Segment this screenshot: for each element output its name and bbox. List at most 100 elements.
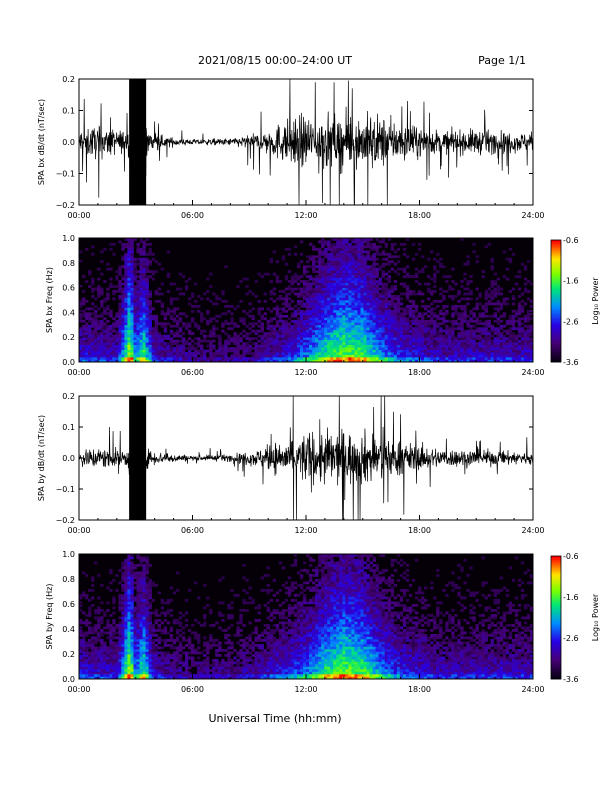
- spectrogram-cell: [309, 327, 313, 331]
- spectrogram-cell: [393, 297, 398, 301]
- spectrogram-cell: [124, 624, 128, 627]
- spectrogram-cell: [375, 309, 379, 313]
- spectrogram-cell: [336, 265, 340, 269]
- spectrogram-cell: [97, 664, 101, 667]
- spectrogram-cell: [284, 324, 289, 328]
- spectrogram-cell: [272, 324, 277, 328]
- spectrogram-cell: [242, 349, 246, 353]
- spectrogram-cell: [112, 334, 116, 338]
- spectrogram-cell: [124, 614, 128, 617]
- spectrogram-cell: [127, 247, 131, 251]
- spectrogram-cell: [457, 334, 461, 338]
- spectrogram-cell: [175, 359, 180, 363]
- spectrogram-cell: [384, 257, 389, 261]
- spectrogram-cell: [523, 319, 528, 323]
- spectrogram-cell: [197, 342, 201, 345]
- spectrogram-cell: [445, 339, 449, 343]
- spectrogram-cell: [354, 347, 358, 350]
- spectrogram-cell: [151, 252, 155, 256]
- spectrogram-cell: [351, 352, 355, 355]
- spectrogram-cell: [278, 337, 283, 340]
- spectrogram-cell: [351, 354, 355, 358]
- spectrogram-cell: [154, 260, 158, 264]
- spectrogram-cell: [339, 300, 343, 303]
- spectrogram-cell: [166, 322, 171, 326]
- spectrogram-cell: [281, 302, 286, 306]
- spectrogram-cell: [372, 332, 376, 336]
- spectrogram-cell: [342, 300, 346, 303]
- spectrogram-cell: [136, 332, 140, 336]
- spectrogram-cell: [139, 334, 143, 338]
- spectrogram-cell: [508, 327, 513, 331]
- spectrogram-cell: [363, 265, 367, 269]
- spectrogram-cell: [118, 661, 122, 665]
- spectrogram-cell: [390, 329, 395, 333]
- spectrogram-cell: [103, 300, 107, 303]
- spectrogram-cell: [312, 290, 316, 293]
- spectrogram-cell: [287, 347, 292, 350]
- spectrogram-cell: [360, 354, 364, 358]
- spectrogram-cell: [184, 327, 189, 331]
- spectrogram-cell: [272, 292, 277, 296]
- spectrogram-cell: [257, 307, 261, 311]
- spectrogram-cell: [306, 260, 310, 264]
- spectrogram-cell: [106, 626, 110, 630]
- spectrogram-cell: [130, 280, 134, 283]
- spectrogram-cell: [354, 240, 358, 244]
- spectrogram-cell: [526, 359, 531, 363]
- spectrogram-cell: [411, 327, 416, 331]
- spectrogram-cell: [97, 337, 101, 340]
- spectrogram-cell: [206, 277, 210, 281]
- spectrogram-cell: [496, 322, 501, 326]
- spectrogram-cell: [127, 255, 131, 259]
- spectrogram-cell: [520, 309, 525, 313]
- spectrogram-cell: [505, 302, 510, 306]
- spectrogram-cell: [94, 357, 98, 360]
- spectrogram-cell: [160, 347, 165, 350]
- spectrogram-cell: [118, 569, 122, 572]
- spectrogram-cell: [442, 357, 446, 360]
- spectrogram-cell: [357, 327, 361, 331]
- spectrogram-cell: [508, 322, 513, 326]
- spectrogram-cell: [145, 257, 149, 261]
- spectrogram-cell: [154, 354, 158, 358]
- spectrogram-cell: [333, 357, 337, 360]
- spectrogram-cell: [100, 651, 104, 655]
- spectrogram-cell: [484, 359, 488, 363]
- spectrogram-cell: [369, 354, 373, 358]
- spectrogram-cell: [490, 260, 494, 264]
- spectrogram-cell: [336, 255, 340, 259]
- spectrogram-cell: [88, 661, 92, 665]
- spectrogram-cell: [97, 634, 101, 637]
- spectrogram-cell: [142, 265, 146, 269]
- spectrogram-cell: [124, 639, 128, 642]
- spectrogram-cell: [411, 300, 416, 303]
- spectrogram-cell: [88, 631, 92, 635]
- spectrogram-cell: [130, 282, 134, 286]
- spectrogram-cell: [88, 359, 92, 363]
- spectrogram-cell: [333, 260, 337, 264]
- spectrogram-cell: [360, 285, 364, 288]
- spectrogram-cell: [414, 252, 419, 256]
- spectrogram-cell: [94, 287, 98, 291]
- spectrogram-cell: [115, 352, 119, 355]
- spectrogram-cell: [354, 282, 358, 286]
- spectrogram-cell: [275, 332, 280, 336]
- spectrogram-cell: [309, 307, 313, 311]
- spectrogram-cell: [269, 349, 274, 353]
- spectrogram-cell: [324, 352, 328, 355]
- spectrogram-cell: [327, 352, 331, 355]
- spectrogram-cell: [454, 337, 458, 340]
- spectrogram-cell: [436, 324, 440, 328]
- spectrogram-cell: [315, 302, 319, 306]
- spectrogram-cell: [378, 344, 382, 348]
- spectrogram-cell: [269, 280, 274, 283]
- spectrogram-cell: [257, 272, 261, 276]
- spectrogram-cell: [124, 611, 128, 615]
- spectrogram-cell: [333, 270, 337, 274]
- spectrogram-cell: [136, 581, 140, 585]
- spectrogram-cell: [387, 357, 392, 360]
- spectrogram-cell: [124, 357, 128, 360]
- spectrogram-cell: [312, 342, 316, 345]
- spectrogram-cell: [460, 307, 464, 311]
